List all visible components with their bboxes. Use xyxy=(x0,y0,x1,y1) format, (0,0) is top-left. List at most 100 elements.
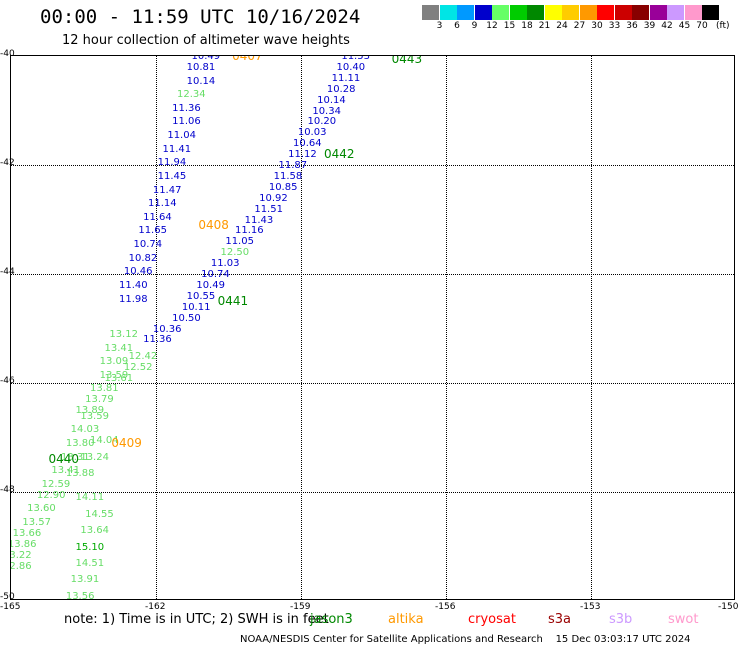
y-tick-label: -48 xyxy=(0,485,15,495)
colorbar-swatch xyxy=(702,5,719,20)
colorbar-swatch xyxy=(457,5,474,20)
legend-item: altika xyxy=(388,612,424,627)
wave-height-label: 11.36 xyxy=(172,102,201,114)
colorbar-swatch xyxy=(509,5,527,20)
x-tick-label: -162 xyxy=(145,602,166,612)
colorbar-label: 30 xyxy=(591,21,603,31)
wave-height-label: 10.85 xyxy=(268,181,298,193)
wave-height-label: 10.49 xyxy=(191,55,221,62)
wave-height-label: 13.31 xyxy=(61,451,90,463)
map-plot-area: 10.49 10.81 10.14 12.34 11.36 11.06 11.04 11.41… xyxy=(10,55,735,600)
wave-height-label: 11.14 xyxy=(148,198,177,210)
wave-height-label: 11.41 xyxy=(162,143,192,155)
wave-height-label: 13.64 xyxy=(80,525,109,537)
wave-height-label: 11.87 xyxy=(278,160,308,171)
wave-height-label: 13.79 xyxy=(85,394,114,406)
wave-height-label: 14.04 xyxy=(90,435,119,447)
pass-number-label: 0442 xyxy=(324,147,355,162)
colorbar-swatch xyxy=(474,5,492,20)
pass-number-label: 0441 xyxy=(217,294,249,309)
horizontal-gridline xyxy=(11,383,734,384)
wave-height-label: 11.40 xyxy=(119,279,148,291)
wave-height-label: 13.59 xyxy=(99,369,129,381)
y-tick-label: -44 xyxy=(0,267,15,277)
wave-height-label: 10.49 xyxy=(196,279,225,291)
colorbar-label: 18 xyxy=(521,21,533,31)
page-title: 00:00 - 11:59 UTC 10/16/2024 xyxy=(40,6,361,28)
wave-height-label: 10.20 xyxy=(307,116,337,128)
pass-number-label: 0408 xyxy=(198,217,229,232)
colorbar-label: 27 xyxy=(573,21,586,31)
colorbar-label: 42 xyxy=(661,21,673,31)
wave-height-label: 11.03 xyxy=(210,258,240,270)
wave-height-label: 10.28 xyxy=(326,83,356,95)
wave-height-label: 14.03 xyxy=(70,424,100,436)
colorbar-swatch xyxy=(492,5,509,20)
x-tick-label: -165 xyxy=(0,602,21,612)
wave-height-label: 13.56 xyxy=(65,590,95,600)
wave-height-label: 10.82 xyxy=(128,252,158,264)
colorbar-swatch xyxy=(562,5,579,20)
horizontal-gridline xyxy=(11,274,734,275)
horizontal-gridline xyxy=(11,492,734,493)
wave-height-label: 11.64 xyxy=(143,211,172,223)
colorbar-label: 45 xyxy=(678,21,691,31)
wave-height-label: 10.46 xyxy=(123,266,153,278)
wave-height-label: 11.47 xyxy=(152,184,182,196)
x-tick-label: -153 xyxy=(580,602,601,612)
pass-number-label: 0409 xyxy=(111,435,142,450)
wave-height-label: 13.12 xyxy=(109,328,138,340)
wave-height-label: 13.41 xyxy=(104,342,134,354)
wave-height-label: 11.12 xyxy=(288,149,317,161)
wave-height-label: 13.66 xyxy=(12,527,42,539)
wave-height-label: 10.74 xyxy=(201,269,230,280)
colorbar-swatch xyxy=(667,5,684,20)
wave-height-label: 12.50 xyxy=(220,247,250,259)
wave-height-label: 10.40 xyxy=(336,61,366,73)
wave-height-label: 10.03 xyxy=(297,127,327,139)
legend-item: s3b xyxy=(609,612,633,627)
wave-height-label: 13.59 xyxy=(80,410,109,422)
colorbar-label: 70 xyxy=(696,21,708,31)
y-tick-label: -42 xyxy=(0,158,15,168)
wave-height-label: 14.55 xyxy=(85,508,114,520)
pass-number-label: 0443 xyxy=(391,55,423,66)
wave-height-label: 13.91 xyxy=(70,574,100,586)
wave-height-label: 11.06 xyxy=(172,116,201,128)
colorbar-swatch xyxy=(632,5,649,20)
legend-item: cryosat xyxy=(468,612,516,627)
wave-height-label: 11.53 xyxy=(341,55,370,62)
wave-height-label: 12.86 xyxy=(11,560,32,572)
wave-height-label: 11.94 xyxy=(157,157,187,169)
colorbar-label: 3 xyxy=(436,21,443,31)
wave-height-label: 13.24 xyxy=(80,451,109,463)
colorbar-label: 9 xyxy=(471,21,478,31)
wave-height-label: 11.51 xyxy=(254,203,283,215)
wave-height-label: 15.10 xyxy=(75,541,105,553)
wave-height-label: 12.42 xyxy=(128,350,158,362)
wave-height-label: 13.88 xyxy=(65,467,95,479)
legend-item: swot xyxy=(668,612,699,627)
vertical-gridline xyxy=(301,56,302,599)
wave-height-label: 10.34 xyxy=(312,105,341,117)
x-tick-label: -156 xyxy=(435,602,456,612)
colorbar-label: 12 xyxy=(486,21,498,31)
colorbar-swatch xyxy=(579,5,597,20)
horizontal-gridline xyxy=(11,165,734,166)
x-tick-label: -159 xyxy=(290,602,311,612)
wave-height-label: 10.74 xyxy=(133,239,163,251)
wave-height-label: 13.80 xyxy=(65,437,95,449)
wave-height-label: 14.51 xyxy=(75,557,105,569)
wave-height-label: 11.16 xyxy=(235,225,264,237)
y-tick-label: -46 xyxy=(0,376,15,386)
legend-item: jason3 xyxy=(310,612,353,627)
wave-height-label: 11.98 xyxy=(119,293,148,305)
wave-height-label: 13.41 xyxy=(51,465,80,477)
wave-height-label: 10.64 xyxy=(293,138,322,150)
colorbar-label: 39 xyxy=(643,21,656,31)
vertical-gridline xyxy=(446,56,447,599)
colorbar-swatch xyxy=(527,5,544,20)
wave-height-label: 13.86 xyxy=(10,538,37,550)
y-tick-label: -50 xyxy=(0,592,15,602)
credit-line: NOAA/NESDIS Center for Satellite Applica… xyxy=(240,634,691,645)
